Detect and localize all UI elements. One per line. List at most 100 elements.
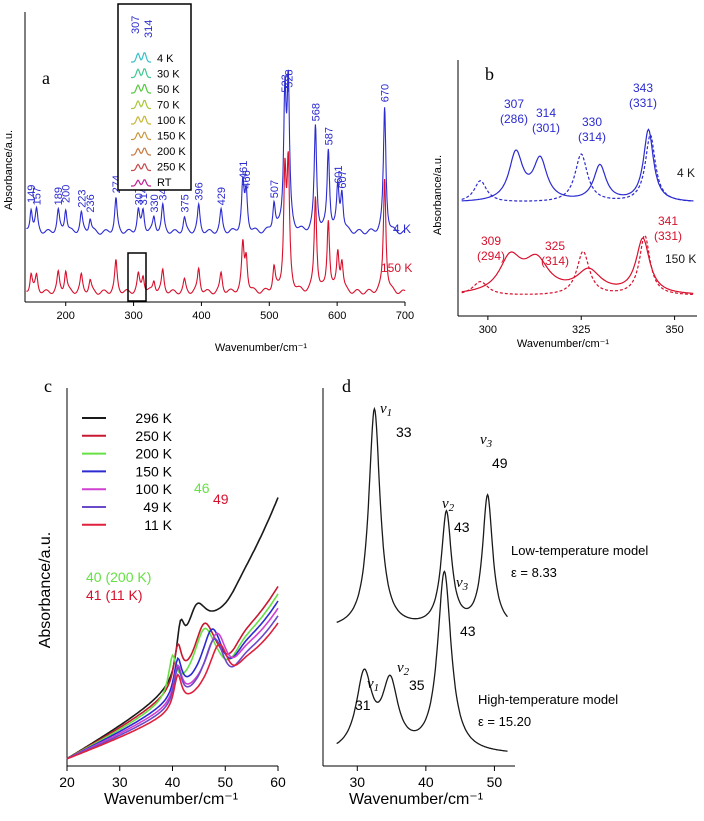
panel-b-series-4k-dashed bbox=[461, 133, 694, 202]
panel-a-ylabel: Absorbance/a.u. bbox=[3, 130, 15, 210]
panel-b-series-150k-solid bbox=[461, 237, 694, 294]
panel-a-peak-label: 396 bbox=[194, 182, 206, 200]
panel-d-mode-subscript: 2 bbox=[404, 666, 410, 678]
panel-a-peak-label: 587 bbox=[323, 127, 335, 145]
panel-b-annot-value: 307 bbox=[504, 97, 524, 111]
panel-d-mode-value: 43 bbox=[454, 519, 470, 535]
panel-d-xtick-label: 40 bbox=[418, 774, 434, 790]
panel-b-annot-value: 314 bbox=[536, 106, 556, 120]
panel-a-peak-label: 307 bbox=[133, 187, 145, 205]
panel-a-inset-legend-label: 30 K bbox=[157, 69, 180, 81]
panel-c-ylabel: Absorbance/a.u. bbox=[37, 532, 54, 649]
panel-a-inset-legend-label: 70 K bbox=[157, 100, 180, 112]
panel-d-mode-symbol: ν2 bbox=[442, 496, 455, 514]
panel-a-peak-label: 157 bbox=[32, 187, 44, 205]
panel-c-series-49k bbox=[66, 615, 279, 760]
panel-a-peak-label: 601 bbox=[333, 165, 345, 183]
panel-d-series-high bbox=[336, 570, 508, 752]
panel-a-peak-label: 223 bbox=[76, 189, 88, 207]
panel-c-legend-label: 296 K bbox=[135, 410, 172, 426]
panel-c-legend-label: 200 K bbox=[135, 446, 172, 462]
panel-a-xtick-label: 400 bbox=[192, 310, 210, 322]
panel-a-inset-legend-swatch bbox=[131, 131, 151, 141]
panel-d: d Wavenumber/cm⁻¹ 30 40 50 ν133ν243ν349ν13… bbox=[322, 376, 648, 808]
panel-a-xtick-label: 700 bbox=[396, 310, 414, 322]
panel-b-series-label-150k: 150 K bbox=[665, 252, 696, 266]
panel-a-inset: 307 314 4 K 30 K 50 K 70 K 100 K 150 K 200 K 25… bbox=[117, 3, 192, 191]
panel-c-annot-46: 46 bbox=[194, 480, 210, 496]
panel-a-peak-label: 528 bbox=[283, 69, 295, 87]
panel-b-annot-sub: (294) bbox=[477, 249, 505, 263]
panel-c-xtick-label: 60 bbox=[270, 774, 286, 790]
panel-b-label: b bbox=[485, 64, 494, 84]
panel-d-mode-subscript: 3 bbox=[462, 581, 469, 593]
panel-b-annot-sub: (314) bbox=[578, 130, 606, 144]
panel-b-annotations: 307(286) 314(301) 330(314)343(331)309(294)… bbox=[477, 81, 682, 268]
panel-b-annot-value: 343 bbox=[633, 81, 653, 95]
panel-a-xlabel: Wavenumber/cm⁻¹ bbox=[215, 342, 308, 354]
panel-a-series-4k bbox=[26, 69, 406, 235]
panel-c-series-150k bbox=[66, 600, 279, 760]
panel-d-xtick-label: 30 bbox=[349, 774, 365, 790]
panel-a-inset-legend: 4 K 30 K 50 K 70 K 100 K 150 K 200 K 250 K RT bbox=[131, 52, 186, 189]
panel-d-mode-value: 43 bbox=[460, 623, 476, 639]
panel-c-xtick-label: 40 bbox=[165, 774, 181, 790]
panel-b-annot-sub: (286) bbox=[500, 112, 528, 126]
panel-a-inset-peak-307: 307 bbox=[130, 16, 142, 34]
panel-c-annot-41: 41 (11 K) bbox=[86, 587, 143, 603]
panel-a-peak-label: 200 bbox=[61, 185, 73, 203]
panel-b-ticks: 300 325 350 bbox=[479, 316, 684, 336]
panel-d-mode-symbol: ν1 bbox=[367, 676, 379, 694]
panel-d-model-low-eps: ε = 8.33 bbox=[511, 565, 557, 580]
panel-b-annot-sub: (331) bbox=[654, 229, 682, 243]
panel-d-label: d bbox=[342, 376, 351, 396]
panel-d-xlabel: Wavenumber/cm⁻¹ bbox=[349, 791, 483, 808]
panel-a-curves bbox=[26, 69, 406, 295]
panel-b-series-4k-solid bbox=[461, 128, 694, 202]
panel-c-legend-label: 11 K bbox=[144, 517, 172, 533]
panel-a-inset-legend-swatch bbox=[131, 179, 151, 187]
panel-a-series-label-150k: 150 K bbox=[381, 261, 412, 275]
panel-b-series-label-4k: 4 K bbox=[677, 166, 695, 180]
panel-b-annot-value: 309 bbox=[481, 234, 501, 248]
panel-a-peak-label: 607 bbox=[337, 170, 349, 188]
panel-a-inset-legend-label: 4 K bbox=[157, 53, 174, 65]
panel-c-series-250k bbox=[66, 585, 279, 760]
panel-a-peak-label: 330 bbox=[149, 194, 161, 212]
panel-a-label: a bbox=[42, 68, 50, 88]
panel-b-annot-value: 325 bbox=[545, 239, 565, 253]
panel-b: b Absorbance/a.u. Wavenumber/cm⁻¹ 300 325… bbox=[432, 60, 697, 350]
panel-a-inset-legend-swatch bbox=[131, 99, 151, 110]
panel-b-annot-value: 330 bbox=[582, 115, 602, 129]
panel-a-inset-legend-label: RT bbox=[157, 177, 172, 189]
panel-d-mode-subscript: 1 bbox=[387, 407, 393, 419]
panel-c-xtick-label: 30 bbox=[112, 774, 128, 790]
panel-a-peak-label: 507 bbox=[269, 180, 281, 198]
panel-d-mode-subscript: 2 bbox=[449, 502, 455, 514]
panel-c-label: c bbox=[44, 376, 52, 396]
panel-b-annot-sub: (331) bbox=[629, 96, 657, 110]
panel-a-peak-label: 314 bbox=[138, 187, 150, 205]
panel-a-peak-label: 149 bbox=[26, 185, 38, 203]
panel-b-curves bbox=[461, 128, 694, 296]
panel-d-mode-value: 49 bbox=[492, 455, 508, 471]
panel-b-xtick-label: 300 bbox=[479, 324, 497, 336]
panel-c-series-200k bbox=[66, 593, 279, 760]
panel-b-xtick-label: 325 bbox=[572, 324, 590, 336]
panel-c-legend-label: 100 K bbox=[135, 481, 172, 497]
panel-c-curves bbox=[66, 497, 279, 760]
panel-d-model-high-title: High-temperature model bbox=[478, 692, 618, 707]
panel-a-peak-label: 523 bbox=[280, 74, 292, 92]
panel-a-series-150k bbox=[26, 151, 406, 295]
panel-b-annot-value: 341 bbox=[658, 214, 678, 228]
panel-a-zoom-box bbox=[127, 252, 147, 302]
panel-a-inset-legend-label: 50 K bbox=[157, 84, 180, 96]
panel-a-inset-legend-swatch bbox=[131, 84, 151, 94]
panel-a-inset-legend-label: 100 K bbox=[157, 115, 186, 127]
panel-a-peak-label: 236 bbox=[85, 194, 97, 212]
panel-d-model-low-title: Low-temperature model bbox=[511, 543, 648, 558]
panel-d-mode-value: 33 bbox=[396, 424, 412, 440]
